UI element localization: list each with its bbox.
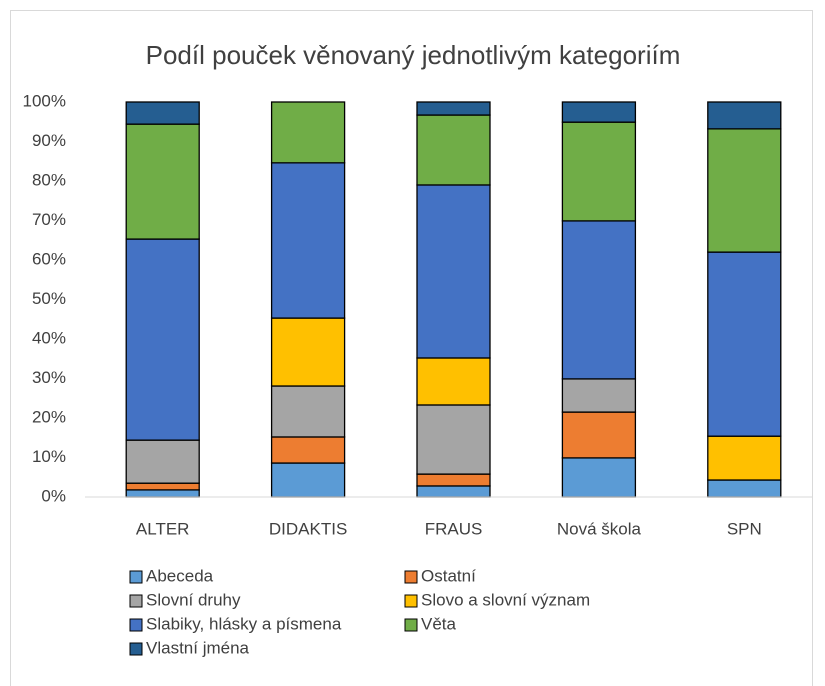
bar-segment bbox=[707, 435, 782, 481]
bar-segment bbox=[270, 385, 346, 438]
legend-label: Vlastní jména bbox=[146, 638, 250, 657]
y-tick-label: 90% bbox=[32, 131, 66, 150]
bar-segment bbox=[707, 251, 782, 437]
bar-segment bbox=[125, 123, 200, 240]
x-tick-label: Nová škola bbox=[557, 519, 642, 538]
bar-segment bbox=[416, 114, 491, 186]
x-tick-label: FRAUS bbox=[425, 519, 483, 538]
legend-label: Ostatní bbox=[421, 566, 476, 585]
bar-segment bbox=[561, 457, 637, 498]
bar-segment bbox=[561, 378, 637, 413]
y-tick-label: 0% bbox=[41, 486, 66, 505]
y-tick-label: 10% bbox=[32, 447, 66, 466]
bar-segment bbox=[270, 101, 346, 164]
legend-swatch bbox=[129, 570, 143, 584]
bar-segment bbox=[416, 357, 491, 406]
chart-title: Podíl pouček věnovaný jednotlivým katego… bbox=[146, 40, 681, 70]
legend-swatch bbox=[404, 618, 418, 632]
bar-segment bbox=[416, 101, 491, 116]
bar-segment bbox=[561, 220, 637, 380]
legend-label: Slovní druhy bbox=[146, 590, 241, 609]
legend-swatch bbox=[404, 594, 418, 608]
bar-segment bbox=[561, 411, 637, 459]
bar-segment bbox=[707, 479, 782, 498]
bar-segment bbox=[125, 101, 200, 125]
bar-segment bbox=[125, 489, 200, 498]
y-tick-label: 30% bbox=[32, 368, 66, 387]
bar-segment bbox=[416, 404, 491, 475]
x-tick-label: ALTER bbox=[136, 519, 190, 538]
legend-label: Slovo a slovní význam bbox=[421, 590, 590, 609]
legend-label: Slabiky, hlásky a písmena bbox=[146, 614, 342, 633]
bar-segment bbox=[270, 162, 346, 319]
bar-segment bbox=[561, 101, 637, 123]
bar-segment bbox=[270, 462, 346, 498]
legend-label: Věta bbox=[421, 614, 457, 633]
x-tick-label: DIDAKTIS bbox=[269, 519, 347, 538]
bar-segment bbox=[707, 101, 782, 130]
y-tick-label: 50% bbox=[32, 289, 66, 308]
legend-swatch bbox=[404, 570, 418, 584]
bar-segment bbox=[270, 436, 346, 464]
y-tick-label: 80% bbox=[32, 170, 66, 189]
bar-segment bbox=[416, 473, 491, 487]
bar-segment bbox=[416, 184, 491, 359]
bar-segment bbox=[125, 439, 200, 484]
y-tick-label: 100% bbox=[23, 91, 66, 110]
legend-swatch bbox=[129, 594, 143, 608]
legend-swatch bbox=[129, 642, 143, 656]
legend-label: Abeceda bbox=[146, 566, 214, 585]
bar-segment bbox=[125, 238, 200, 441]
bar-segment bbox=[561, 121, 637, 222]
bar-segment bbox=[270, 317, 346, 387]
y-tick-label: 60% bbox=[32, 249, 66, 268]
y-tick-label: 40% bbox=[32, 328, 66, 347]
y-tick-label: 20% bbox=[32, 407, 66, 426]
bar-segment bbox=[707, 128, 782, 253]
bar-segment bbox=[125, 482, 200, 491]
y-tick-label: 70% bbox=[32, 210, 66, 229]
bar-segment bbox=[416, 485, 491, 498]
x-tick-label: SPN bbox=[727, 519, 762, 538]
legend-swatch bbox=[129, 618, 143, 632]
